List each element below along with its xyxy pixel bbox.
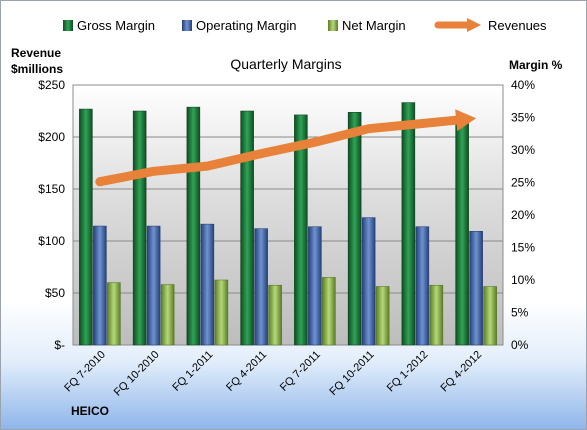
x-tick-label: FQ 7-2010 — [62, 349, 108, 395]
bar-net-margin — [214, 279, 229, 346]
right-axis-title: Margin % — [509, 58, 563, 72]
bar-operating-margin — [415, 226, 430, 346]
legend-label-revenues: Revenues — [488, 18, 547, 33]
right-axis-ticks: 0% 5% 10% 15% 20% 25% 30% 35% 40% — [511, 78, 535, 352]
bar-net-margin — [483, 286, 497, 346]
x-tick-label: FQ 7-2011 — [278, 349, 323, 394]
bar-operating-margin — [361, 217, 376, 346]
legend-swatch-gross-margin — [63, 20, 73, 31]
legend-item-net-margin: Net Margin — [328, 18, 406, 33]
bar-gross-margin — [240, 110, 254, 346]
bar-operating-margin — [146, 225, 161, 346]
revenue-series — [95, 109, 477, 187]
legend-label-net-margin: Net Margin — [342, 18, 406, 33]
left-axis-title-line1: Revenue — [11, 46, 61, 60]
x-tick-label: FQ 4-2012 — [439, 349, 485, 395]
chart-title: Quarterly Margins — [230, 56, 341, 72]
right-tick-label: 0% — [511, 338, 529, 352]
left-tick-label: $250 — [38, 78, 65, 92]
left-tick-label: $50 — [45, 286, 65, 300]
bar-gross-margin — [347, 112, 362, 346]
right-tick-label: 15% — [511, 241, 535, 255]
legend-arrow-icon — [467, 18, 481, 32]
left-axis-ticks: $- $50 $100 $150 $200 $250 — [38, 78, 65, 352]
bar-operating-margin — [308, 226, 322, 346]
bar-gross-margin — [186, 106, 201, 346]
legend-item-revenues: Revenues — [434, 18, 547, 33]
bar-net-margin — [268, 284, 282, 346]
left-tick-label: $150 — [38, 182, 65, 196]
right-tick-label: 25% — [511, 176, 535, 190]
bar-operating-margin — [200, 223, 215, 346]
left-tick-label: $100 — [38, 234, 65, 248]
x-tick-label: FQ 4-2011 — [224, 349, 269, 394]
bar-operating-margin — [254, 228, 268, 346]
x-axis-ticks: FQ 7-2010 FQ 10-2010 FQ 1-2011 FQ 4-2011 FQ … — [62, 349, 484, 399]
left-tick-label: $- — [54, 338, 65, 352]
bar-operating-margin — [93, 225, 107, 346]
revenue-arrowhead — [455, 109, 477, 132]
bar-net-margin — [160, 284, 175, 346]
right-tick-label: 10% — [511, 273, 535, 287]
x-tick-label: FQ 10-2010 — [112, 349, 162, 399]
footer-brand-label: HEICO — [71, 404, 109, 418]
revenue-line — [95, 115, 461, 187]
bar-net-margin — [322, 277, 336, 346]
bar-net-margin — [375, 286, 390, 346]
x-tick-label: FQ 1-2012 — [385, 349, 431, 395]
x-tick-label: FQ 1-2011 — [170, 349, 215, 394]
bar-gross-margin — [294, 114, 308, 346]
legend: Gross Margin Operating Margin Net Margin… — [63, 18, 547, 33]
bar-net-margin — [429, 284, 444, 346]
x-tick-label: FQ 10-2011 — [327, 349, 376, 398]
legend-swatch-net-margin — [328, 20, 338, 31]
bar-gross-margin — [455, 118, 469, 346]
bars — [79, 102, 497, 346]
legend-label-gross-margin: Gross Margin — [77, 18, 155, 33]
right-tick-label: 20% — [511, 208, 535, 222]
right-tick-label: 5% — [511, 306, 529, 320]
legend-item-gross-margin: Gross Margin — [63, 18, 155, 33]
legend-label-operating-margin: Operating Margin — [196, 18, 296, 33]
bar-gross-margin — [132, 110, 147, 346]
right-tick-label: 30% — [511, 143, 535, 157]
legend-swatch-operating-margin — [182, 20, 192, 31]
left-tick-label: $200 — [38, 130, 65, 144]
left-axis-title-line2: $millions — [11, 62, 63, 76]
legend-item-operating-margin: Operating Margin — [182, 18, 296, 33]
right-tick-label: 40% — [511, 78, 535, 92]
bar-gross-margin — [401, 102, 416, 346]
bar-operating-margin — [469, 231, 483, 346]
right-tick-label: 35% — [511, 111, 535, 125]
bar-gross-margin — [79, 108, 93, 346]
bar-net-margin — [107, 282, 121, 346]
